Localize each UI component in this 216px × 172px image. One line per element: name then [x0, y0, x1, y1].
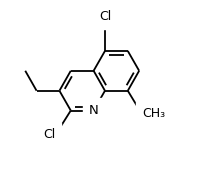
Text: CH₃: CH₃: [142, 108, 165, 120]
Text: Cl: Cl: [99, 10, 111, 23]
Text: Cl: Cl: [43, 128, 56, 141]
Text: N: N: [89, 104, 98, 117]
